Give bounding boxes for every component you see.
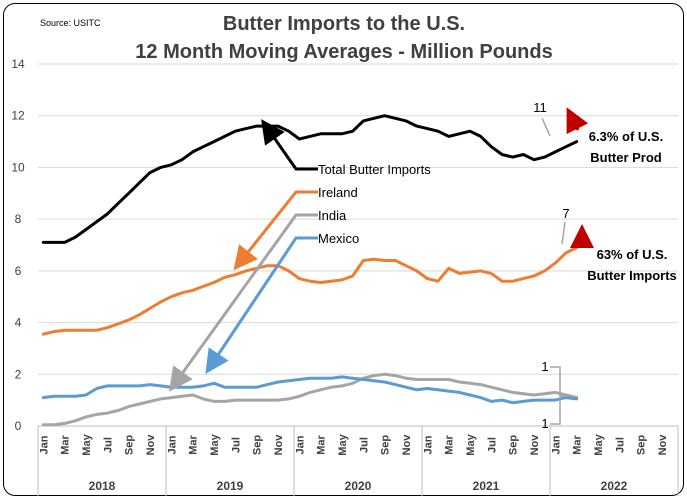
x-tick-label: Jan bbox=[550, 435, 562, 454]
y-tick-label: 4 bbox=[15, 316, 22, 330]
total-red-arrow bbox=[566, 107, 589, 135]
x-tick-label: Mar bbox=[572, 435, 584, 455]
x-tick-label: May bbox=[81, 433, 93, 455]
x-tick-label: Nov bbox=[401, 434, 413, 456]
year-label: 2019 bbox=[217, 479, 244, 493]
ireland-end-value: 7 bbox=[562, 206, 569, 221]
x-tick-label: May bbox=[465, 433, 477, 455]
small-end-leader bbox=[550, 366, 561, 425]
india-pointer-arrow bbox=[168, 213, 318, 392]
y-axis-ticks: 0 2 4 6 8 10 12 14 bbox=[11, 57, 25, 433]
total-end-value: 11 bbox=[533, 100, 547, 115]
x-tick-label: May bbox=[593, 433, 605, 455]
x-axis-ticks: Jan Mar May Jul Sep Nov Jan Mar May Jul Sep Nov Jan M… bbox=[38, 433, 669, 455]
y-tick-label: 12 bbox=[11, 109, 25, 123]
x-tick-label: Jan bbox=[294, 435, 306, 454]
total-note-line2: Butter Prod bbox=[590, 150, 662, 165]
source-label: Source: USITC bbox=[40, 18, 101, 28]
x-tick-label: Mar bbox=[444, 435, 456, 455]
x-tick-label: Jul bbox=[358, 437, 370, 453]
x-tick-label: Jul bbox=[102, 437, 114, 453]
x-tick-label: May bbox=[209, 433, 221, 455]
x-tick-label: Nov bbox=[145, 434, 157, 456]
ireland-note-line2: Butter Imports bbox=[587, 268, 677, 283]
y-tick-label: 6 bbox=[15, 264, 22, 278]
x-tick-label: Sep bbox=[124, 435, 136, 455]
x-tick-label: May bbox=[337, 433, 349, 455]
mexico-pointer-arrow bbox=[205, 236, 318, 374]
grid-lines bbox=[37, 63, 679, 496]
y-tick-label: 8 bbox=[15, 212, 22, 226]
series-lines bbox=[41, 114, 579, 427]
series-line-ireland bbox=[41, 246, 579, 336]
x-tick-label: Sep bbox=[380, 435, 392, 455]
legend-india-label: India bbox=[318, 208, 347, 223]
chart-title: Butter Imports to the U.S. bbox=[223, 13, 465, 35]
y-tick-label: 2 bbox=[15, 367, 22, 381]
year-label: 2018 bbox=[89, 479, 116, 493]
y-tick-label: 0 bbox=[15, 419, 22, 433]
small-end-top-value: 1 bbox=[541, 359, 548, 374]
year-label: 2022 bbox=[601, 479, 628, 493]
legend-total-label: Total Butter Imports bbox=[318, 162, 431, 177]
series-line-india bbox=[41, 372, 579, 427]
legend-ireland-label: Ireland bbox=[318, 185, 358, 200]
ireland-end-leader bbox=[561, 221, 566, 245]
x-tick-label: Nov bbox=[273, 434, 285, 456]
year-label: 2020 bbox=[345, 479, 372, 493]
y-tick-label: 10 bbox=[11, 160, 25, 174]
total-pointer-arrow bbox=[261, 119, 318, 171]
x-tick-label: Jan bbox=[38, 435, 50, 454]
total-end-leader bbox=[541, 117, 551, 137]
x-tick-label: Sep bbox=[636, 435, 648, 455]
x-tick-label: Nov bbox=[529, 434, 541, 456]
series-line-mexico bbox=[41, 375, 579, 405]
x-tick-label: Jan bbox=[166, 435, 178, 454]
x-tick-label: Mar bbox=[316, 435, 328, 455]
x-tick-label: Mar bbox=[188, 435, 200, 455]
chart-subtitle: 12 Month Moving Averages - Million Pound… bbox=[135, 41, 552, 63]
year-label: 2021 bbox=[473, 479, 500, 493]
x-tick-label: Jul bbox=[614, 437, 626, 453]
total-note-line1: 6.3% of U.S. bbox=[589, 129, 663, 144]
x-tick-label: Jul bbox=[230, 437, 242, 453]
x-tick-label: Sep bbox=[508, 435, 520, 455]
x-tick-label: Mar bbox=[60, 435, 72, 455]
x-tick-label: Jan bbox=[422, 435, 434, 454]
year-labels: 2018 2019 2020 2021 2022 bbox=[89, 479, 628, 493]
y-tick-label: 14 bbox=[11, 57, 25, 71]
small-end-bottom-value: 1 bbox=[541, 416, 548, 431]
x-tick-label: Nov bbox=[657, 434, 669, 456]
ireland-pointer-arrow bbox=[233, 190, 318, 271]
legend-mexico-label: Mexico bbox=[318, 231, 359, 246]
ireland-note-line1: 63% of U.S. bbox=[597, 247, 668, 262]
x-tick-label: Jul bbox=[486, 437, 498, 453]
x-tick-label: Sep bbox=[252, 435, 264, 455]
series-line-total-butter-imports bbox=[41, 114, 579, 244]
